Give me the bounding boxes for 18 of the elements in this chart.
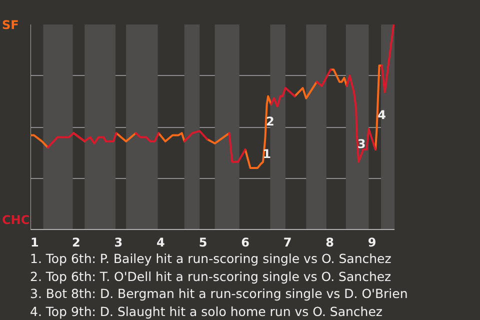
annotation: 2 <box>266 114 274 128</box>
annotation: 4 <box>378 108 386 122</box>
text: 2. Top 6th: T. O'Dell hit a run-scoring single vs O. Sanchez <box>30 268 392 284</box>
text: CHC <box>2 212 30 229</box>
text: SF <box>2 17 19 34</box>
x-tick-label: 1 <box>30 236 39 250</box>
text: 3. Bot 8th: D. Bergman hit a run-scoring single vs D. O'Brien <box>30 286 408 301</box>
x-tick-label: 8 <box>326 236 334 250</box>
x-tick-label: 6 <box>241 236 250 250</box>
x-tick-label: 2 <box>72 236 80 250</box>
x-tick-label: 4 <box>156 236 165 250</box>
annotation: 3 <box>357 136 366 151</box>
text: 4. Top 9th: D. Slaught hit a solo home run vs O. Sanchez <box>30 304 382 318</box>
x-tick-label: 3 <box>114 236 123 250</box>
x-tick-label: 7 <box>283 236 292 250</box>
x-tick-label: 5 <box>198 236 208 250</box>
text: 1. Top 6th: P. Bailey hit a run-scoring single vs O. Sanchez <box>30 251 392 266</box>
x-tick-label: 9 <box>368 236 376 250</box>
